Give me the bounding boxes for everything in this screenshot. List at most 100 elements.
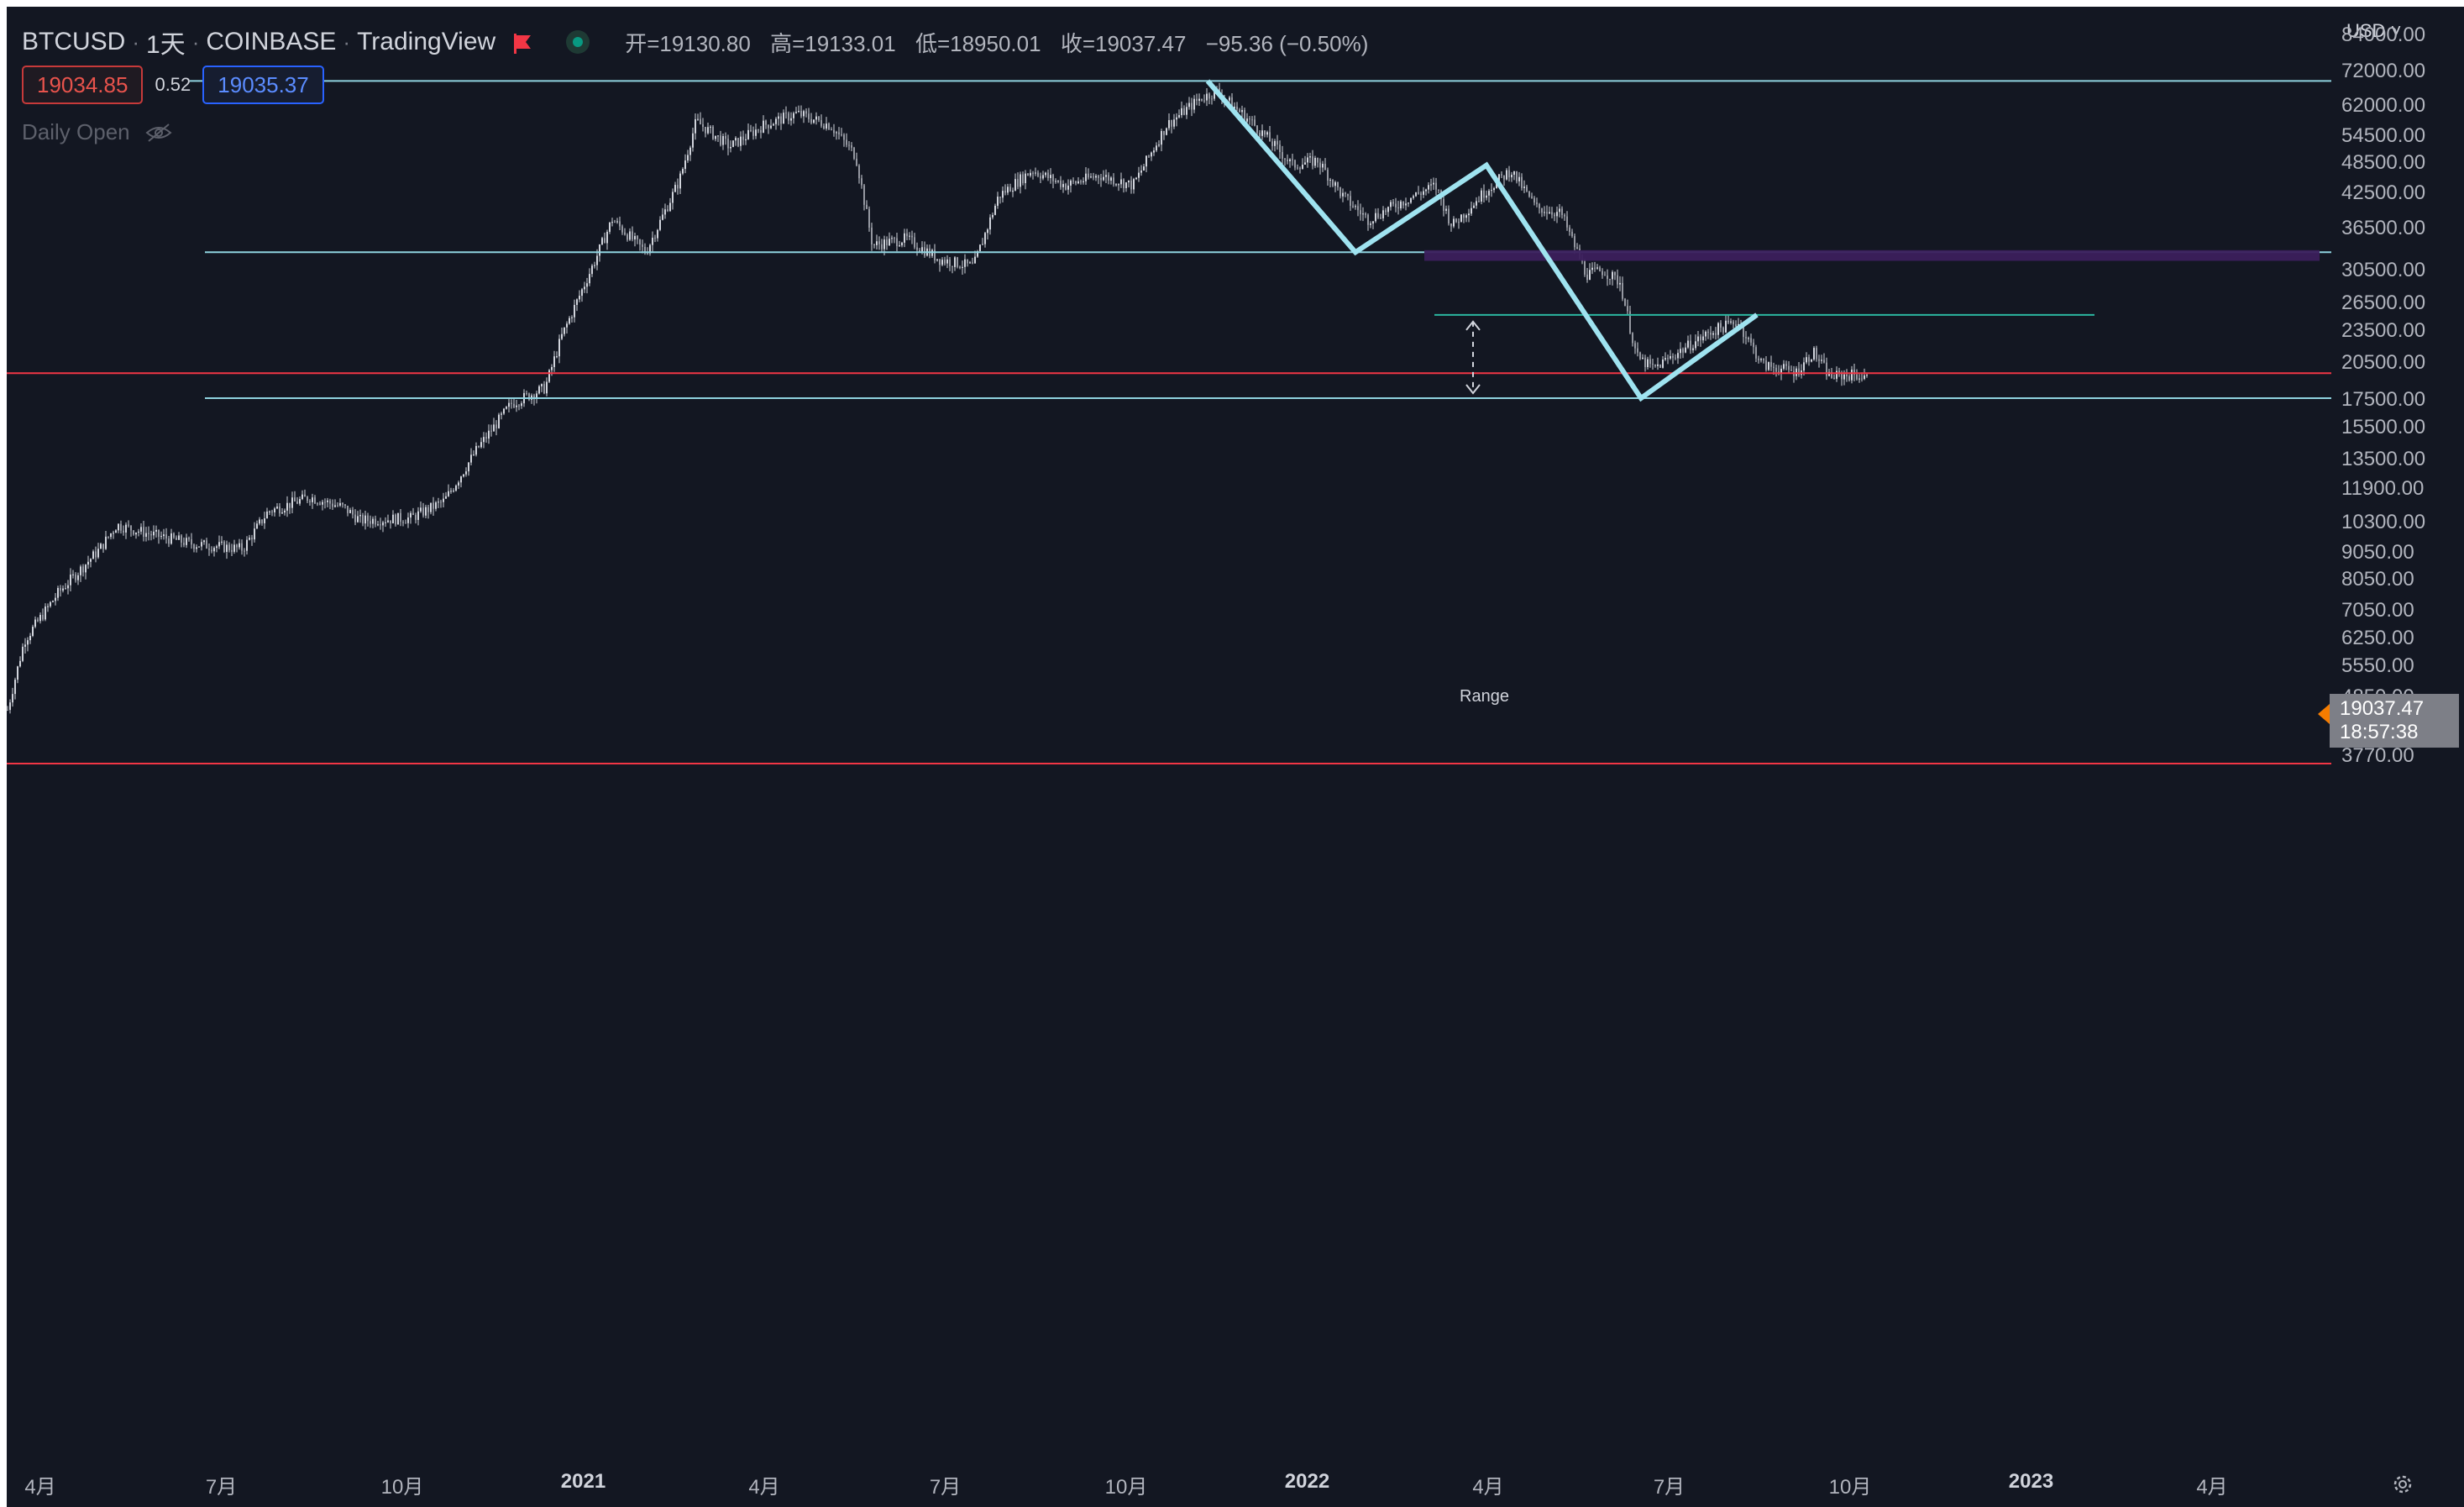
candle-body	[1632, 333, 1633, 344]
currency-label[interactable]: USD	[2346, 20, 2386, 41]
buy-button[interactable]: 19035.37	[202, 66, 324, 104]
candle-body	[775, 118, 777, 124]
gear-icon[interactable]	[2390, 1472, 2415, 1497]
candle-body	[377, 524, 379, 526]
candle-body	[1075, 181, 1077, 184]
candle-body	[488, 430, 490, 439]
candle-body	[616, 221, 618, 223]
candle-body	[707, 127, 709, 134]
candle-body	[1549, 212, 1550, 214]
candle-body	[397, 512, 399, 525]
candle-body	[687, 155, 689, 161]
candle-body	[826, 123, 827, 129]
candle-body	[427, 507, 429, 512]
symbol-name[interactable]: BTCUSD	[22, 28, 126, 55]
candle-body	[1067, 185, 1069, 190]
ohlc-values: 开=19130.80 高=19133.01 低=18950.01 收=19037…	[625, 27, 1368, 58]
market-status-icon[interactable]	[566, 30, 590, 54]
candle-body	[196, 547, 197, 549]
candle-body	[1173, 119, 1175, 127]
candle-body	[936, 259, 938, 260]
high-value: 19133.01	[805, 30, 896, 56]
candle-body	[1473, 205, 1475, 208]
candle-body	[176, 537, 177, 540]
range-label[interactable]: Range	[1460, 687, 1509, 706]
candle-body	[969, 262, 971, 264]
candle-body	[410, 512, 412, 518]
candle-body	[1387, 207, 1389, 213]
candle-body	[1060, 181, 1062, 187]
candle-body	[1100, 177, 1102, 181]
candle-body	[1319, 162, 1321, 168]
candle-body	[632, 231, 633, 240]
candle-body	[261, 519, 263, 523]
candle-body	[203, 540, 205, 543]
chevron-down-icon[interactable]: ˅	[2385, 20, 2402, 41]
candle-body	[14, 680, 16, 695]
price-chart[interactable]	[7, 7, 2464, 1507]
candle-body	[445, 496, 447, 499]
price-axis-label: 13500.00	[2341, 448, 2426, 471]
candle-body	[75, 574, 76, 580]
candle-body	[226, 544, 228, 552]
candle-body	[1098, 176, 1099, 178]
candle-body	[1110, 177, 1112, 181]
candle-body	[1365, 213, 1366, 215]
candle-body	[1158, 144, 1160, 146]
candle-body	[1758, 358, 1759, 360]
candle-body	[952, 265, 953, 267]
candle-body	[95, 551, 97, 558]
eye-hidden-icon[interactable]	[145, 123, 172, 143]
currency-selector[interactable]: USD ˅	[2346, 20, 2401, 42]
interval-label[interactable]: 1天	[146, 31, 186, 59]
time-axis-label: 10月	[380, 1476, 424, 1499]
sell-button[interactable]: 19034.85	[22, 66, 144, 104]
candle-body	[1508, 170, 1510, 178]
candle-body	[1178, 115, 1180, 118]
symbol-header: BTCUSD · 1天 · COINBASE · TradingView 开=1…	[22, 24, 1368, 60]
candle-body	[667, 209, 668, 212]
candle-body	[1145, 155, 1147, 167]
candle-body	[92, 551, 94, 559]
candle-body	[420, 507, 422, 512]
candle-body	[941, 260, 943, 265]
candle-body	[143, 527, 144, 538]
time-axis-label: 2023	[2008, 1470, 2054, 1493]
candle-body	[370, 521, 371, 524]
candle-body	[997, 197, 999, 206]
candle-body	[1435, 182, 1437, 190]
candle-body	[1652, 364, 1654, 365]
candle-body	[349, 510, 351, 513]
candle-body	[705, 126, 706, 134]
candle-body	[274, 508, 275, 512]
candle-body	[138, 531, 139, 533]
candle-body	[221, 541, 223, 543]
candle-body	[553, 356, 555, 367]
last-price-tag: 19037.47 18:57:38	[2318, 694, 2459, 748]
candle-body	[815, 116, 817, 120]
candle-body	[1304, 162, 1306, 165]
candle-body	[1279, 144, 1281, 153]
candle-body	[1017, 179, 1019, 187]
range-arrow-up-icon	[1465, 320, 1481, 331]
candle-body	[372, 518, 374, 524]
indicator-name[interactable]: Daily Open	[22, 119, 130, 144]
candle-body	[914, 237, 915, 248]
candle-body	[90, 559, 92, 562]
indicator-legend[interactable]: Daily Open	[22, 119, 172, 145]
candle-body	[455, 486, 457, 491]
candle-body	[1556, 212, 1558, 217]
candle-body	[1599, 267, 1601, 271]
candle-body	[1471, 207, 1472, 214]
candle-body	[1768, 362, 1769, 370]
candle-body	[70, 574, 71, 585]
candle-body	[148, 533, 149, 534]
candle-body	[1637, 348, 1638, 353]
flag-icon[interactable]	[514, 32, 532, 54]
candle-body	[1677, 353, 1679, 359]
time-axis-label: 10月	[1828, 1476, 1872, 1499]
candle-body	[916, 247, 918, 250]
candle-body	[312, 497, 313, 502]
chart-window[interactable]: BTCUSD · 1天 · COINBASE · TradingView 开=1…	[7, 7, 2464, 1507]
candle-body	[722, 135, 724, 145]
